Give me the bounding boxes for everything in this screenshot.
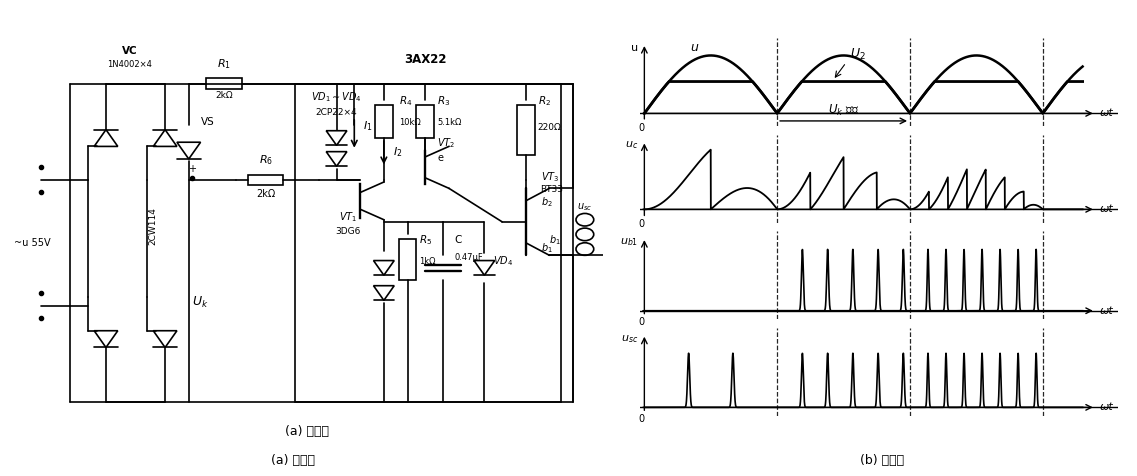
Text: $R_1$: $R_1$ [217,57,231,70]
Text: 5.1kΩ: 5.1kΩ [437,119,462,128]
Text: ωt: ωt [1101,204,1114,214]
Text: $I_2$: $I_2$ [392,145,402,159]
Text: BT33: BT33 [540,186,564,195]
Text: 10kΩ: 10kΩ [399,119,421,128]
Text: $VT_1$: $VT_1$ [339,210,357,224]
Text: $U_k$: $U_k$ [192,295,209,310]
Bar [416,105,434,138]
Text: 2CW114: 2CW114 [149,207,158,245]
Text: $VT_3$: $VT_3$ [540,170,559,184]
Bar [296,84,562,402]
Text: $b_1$: $b_1$ [540,241,553,255]
Polygon shape [373,260,395,275]
Bar [517,105,534,155]
Text: 1N4002×4: 1N4002×4 [107,60,152,69]
Text: $R_5$: $R_5$ [420,233,432,247]
Text: $VD_1{\sim}VD_4$: $VD_1{\sim}VD_4$ [312,90,362,104]
Text: 0: 0 [638,414,645,424]
Text: $VT_2$: $VT_2$ [437,137,455,150]
Text: 2CP22×4: 2CP22×4 [316,108,357,117]
Text: e: e [437,153,443,163]
Text: ωt: ωt [1101,402,1114,412]
Text: ωt: ωt [1101,306,1114,316]
Text: 1kΩ: 1kΩ [420,257,435,266]
Text: 3DG6: 3DG6 [335,228,362,237]
Text: 0: 0 [638,317,645,327]
Text: $I_1$: $I_1$ [363,119,373,133]
Text: 220Ω: 220Ω [538,123,562,132]
Text: $u_{sc}$: $u_{sc}$ [578,201,592,213]
Text: $VD_4$: $VD_4$ [493,254,514,268]
Polygon shape [326,131,347,145]
Text: $R_6$: $R_6$ [258,153,273,167]
Text: (a) 电路图: (a) 电路图 [285,426,329,438]
Text: $U_2$: $U_2$ [850,47,866,62]
Text: VS: VS [200,118,214,128]
Text: 2kΩ: 2kΩ [215,91,233,100]
Text: +: + [188,164,196,174]
Text: (a) 电路图: (a) 电路图 [272,454,315,467]
Text: (b) 波形图: (b) 波形图 [861,454,904,467]
Bar [375,105,392,138]
Text: $u_c$: $u_c$ [624,139,638,151]
Polygon shape [94,331,118,347]
Text: $R_4$: $R_4$ [399,95,412,109]
Text: VC: VC [122,46,138,56]
Polygon shape [373,286,395,300]
Text: 0: 0 [638,123,645,133]
Polygon shape [153,129,177,147]
Text: $u$: $u$ [690,41,699,54]
Text: $u_{b1}$: $u_{b1}$ [620,237,638,248]
Bar [248,175,283,185]
Text: $u_{sc}$: $u_{sc}$ [621,333,638,345]
Polygon shape [474,260,495,275]
Bar [207,79,242,89]
Text: u: u [631,43,638,53]
Text: $R_2$: $R_2$ [538,95,550,109]
Text: ωt: ωt [1101,109,1114,119]
Text: 0: 0 [638,219,645,229]
Text: $b_1$: $b_1$ [549,233,562,247]
Text: $U_k$ 增加: $U_k$ 增加 [828,103,860,118]
Text: ~u 55V: ~u 55V [15,238,51,248]
Text: 2kΩ: 2kΩ [256,188,275,198]
Bar [399,238,416,280]
Text: 3AX22: 3AX22 [404,53,447,66]
Text: $R_3$: $R_3$ [437,95,450,109]
Text: C: C [455,235,462,245]
Polygon shape [177,142,200,159]
Polygon shape [326,152,347,166]
Polygon shape [153,331,177,347]
Polygon shape [94,129,118,147]
Text: 0.47μF: 0.47μF [455,252,483,261]
Text: $b_2$: $b_2$ [540,195,553,209]
